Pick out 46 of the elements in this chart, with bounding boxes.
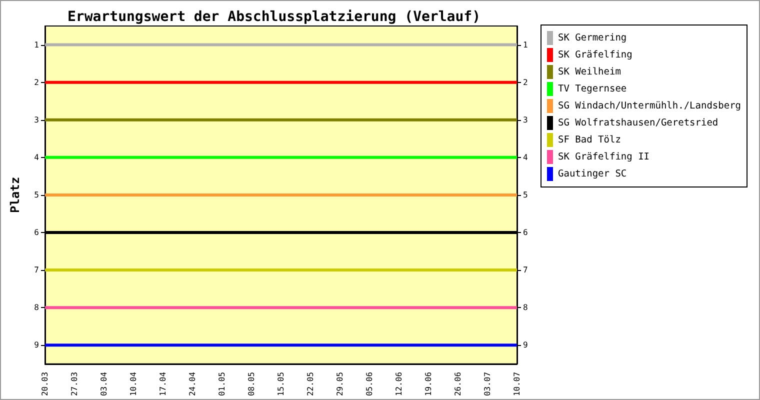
x-tick-label: 03.04 bbox=[100, 372, 108, 396]
legend-label: SK Gräfelfing bbox=[558, 50, 632, 60]
y2-tick-label: 2 bbox=[523, 78, 528, 87]
x-tick-label: 10.04 bbox=[129, 372, 138, 396]
y2-tick-label: 9 bbox=[523, 340, 528, 350]
x-tick-label: 22.05 bbox=[306, 372, 315, 396]
y-tick-label: 4 bbox=[34, 152, 40, 162]
legend-label: SF Bad Tölz bbox=[558, 134, 621, 146]
y-tick-label: 7 bbox=[34, 266, 40, 275]
y2-tick-label: 3 bbox=[523, 115, 528, 124]
x-tick-label: 01.05 bbox=[218, 372, 226, 396]
legend-label: SG Wolfratshausen/Geretsried bbox=[558, 118, 718, 128]
y2-tick-label: 5 bbox=[523, 190, 528, 200]
y2-tick-label: 4 bbox=[523, 152, 528, 162]
x-tick-label: 10.07 bbox=[512, 372, 522, 396]
x-tick-label: 03.07 bbox=[483, 372, 492, 396]
y2-tick-label: 1 bbox=[523, 40, 528, 50]
x-tick-label: 19.06 bbox=[424, 372, 433, 396]
y-axis-title: Platz bbox=[8, 176, 22, 214]
y-tick-label: 5 bbox=[34, 190, 40, 200]
x-tick-label: 17.04 bbox=[158, 372, 168, 396]
legend-label: Gautinger SC bbox=[558, 168, 627, 180]
x-tick-label: 27.03 bbox=[70, 372, 79, 396]
y2-tick-label: 7 bbox=[523, 266, 528, 275]
x-tick-label: 26.06 bbox=[454, 372, 462, 396]
chart-title: Erwartungswert der Abschlussplatzierung (Verlauf) bbox=[67, 9, 481, 25]
x-tick-label: 24.04 bbox=[188, 372, 197, 396]
legend-label: SK Weilheim bbox=[558, 66, 622, 78]
legend-label: SG Windach/Untermühlh./Landsberg bbox=[558, 100, 742, 112]
x-tick-label: 15.05 bbox=[276, 372, 286, 396]
legend-label: TV Tegernsee bbox=[558, 84, 627, 94]
x-tick-label: 12.06 bbox=[394, 372, 404, 396]
legend-label: SK Gräfelfing II bbox=[558, 152, 650, 162]
y-tick-label: 3 bbox=[34, 115, 40, 124]
x-tick-label: 20.03 bbox=[40, 372, 50, 396]
y-tick-label: 8 bbox=[34, 303, 40, 312]
y2-tick-label: 6 bbox=[523, 228, 528, 238]
y2-tick-label: 8 bbox=[523, 303, 528, 312]
y-tick-label: 2 bbox=[34, 78, 40, 87]
x-tick-label: 08.05 bbox=[247, 372, 256, 396]
y-tick-label: 9 bbox=[34, 340, 40, 350]
x-tick-label: 29.05 bbox=[336, 372, 344, 396]
legend-label: SK Germering bbox=[558, 32, 627, 44]
x-tick-label: 05.06 bbox=[365, 372, 374, 396]
y-tick-label: 1 bbox=[34, 40, 40, 50]
y-tick-label: 6 bbox=[34, 228, 40, 238]
